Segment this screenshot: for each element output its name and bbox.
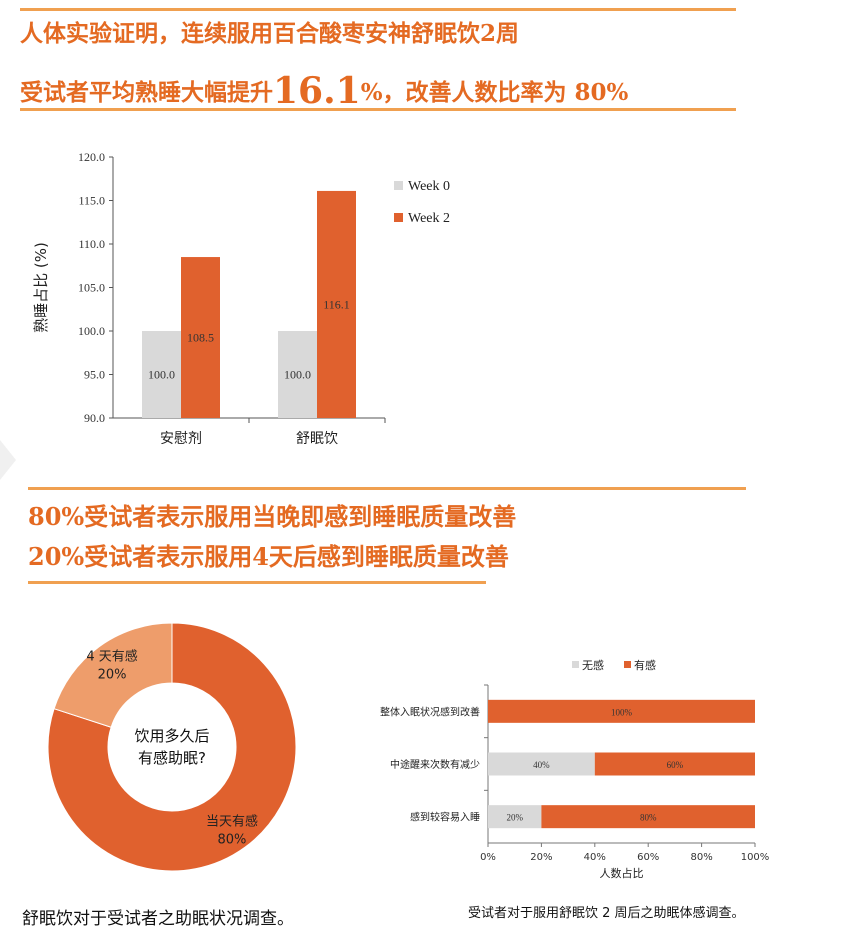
legend-label: 无感 (582, 659, 604, 672)
headline-line4: 20%受试者表示服用4天后感到睡眠质量改善 (28, 542, 509, 571)
hbar-data-label: 80% (640, 813, 657, 823)
donut-slice-label: 当天有感 (206, 814, 258, 830)
y-tick-label: 中途醒来次数有减少 (390, 758, 480, 771)
legend-swatch (572, 661, 579, 668)
x-tick-label: 0% (480, 852, 496, 863)
bar-data-label: 100.0 (148, 368, 175, 382)
y-axis-label: 熟睡占比 (%) (32, 242, 50, 333)
headline-line2: 受试者平均熟睡大幅提升16.1%，改善人数比率为 80% (20, 70, 628, 112)
bar-week-2 (317, 190, 356, 418)
y-tick-label: 感到较容易入睡 (410, 811, 480, 824)
top-rule (20, 8, 736, 11)
hbar-data-label: 20% (506, 813, 523, 823)
bar-week-0 (142, 331, 181, 418)
y-tick-label: 120.0 (78, 150, 105, 164)
decorative-arrow (0, 440, 16, 480)
y-tick-label: 90.0 (84, 411, 105, 425)
x-tick-label: 20% (530, 852, 552, 863)
y-tick-label: 115.0 (78, 194, 105, 208)
legend-swatch (624, 661, 631, 668)
donut-center-text: 饮用多久后 (134, 727, 209, 745)
bar-data-label: 108.5 (187, 331, 214, 345)
hbar-segment-yes (488, 699, 755, 723)
donut-caption: 舒眠饮对于受试者之助眠状况调查。 (22, 909, 294, 929)
hbar-data-label: 40% (533, 760, 550, 770)
sleep-ratio-bar-chart: 90.0 95.0 100.0 105.0 110.0 115.0 120.0 熟睡占比 (%… (32, 150, 450, 447)
hbar-data-label: 100% (611, 707, 633, 717)
legend-swatch (394, 181, 403, 190)
legend-swatch (394, 213, 403, 222)
legend-label: Week 0 (408, 179, 450, 194)
donut-slice-pct: 80% (218, 833, 247, 848)
donut-slice-pct: 20% (98, 667, 127, 682)
donut-slice-label: 4 天有感 (86, 648, 137, 664)
sensation-hbar-chart: 0% 20% 40% 60% 80% 100% 人数占比 整体入眠状况感到改善 100% 中途醒来… (380, 658, 770, 880)
y-tick-label: 100.0 (78, 324, 105, 338)
x-tick-label: 80% (690, 852, 712, 863)
y-tick-label: 95.0 (84, 368, 105, 382)
donut-center-text: 有感助眠? (138, 749, 206, 767)
x-tick-label: 100% (741, 852, 770, 863)
section2-top-rule (28, 487, 746, 490)
bar-data-label: 116.1 (323, 297, 350, 311)
x-tick-label: 安慰剂 (160, 430, 202, 447)
y-tick-label: 110.0 (78, 237, 105, 251)
hbar-segment-yes (594, 752, 755, 776)
hbar-segment-none (488, 752, 595, 776)
hbar-data-label: 60% (667, 760, 684, 770)
donut-slice (53, 622, 173, 728)
y-tick-label: 105.0 (78, 281, 105, 295)
donut-slice (47, 622, 297, 872)
legend-label: Week 2 (408, 211, 450, 226)
hbar-caption: 受试者对于服用舒眠饮 2 周后之助眠体感调查。 (468, 906, 745, 921)
headline-line2-big: 16.1 (273, 70, 361, 112)
bar-week-2 (181, 257, 220, 418)
headline-line3: 80%受试者表示服用当晚即感到睡眠质量改善 (28, 502, 517, 531)
headline-line2-prefix: 受试者平均熟睡大幅提升 (20, 79, 273, 106)
bar-week-0 (278, 331, 317, 418)
hbar-segment-yes (541, 805, 755, 829)
x-axis-label: 人数占比 (600, 866, 644, 880)
legend-label: 有感 (634, 658, 656, 672)
hbar-segment-none (488, 805, 542, 829)
section2-bottom-rule (28, 581, 486, 584)
headline-line2-suffix: %，改善人数比率为 80% (360, 79, 629, 106)
bar-data-label: 100.0 (284, 368, 311, 382)
x-tick-label: 60% (637, 852, 659, 863)
y-tick-label: 整体入眠状况感到改善 (380, 705, 480, 718)
x-tick-label: 舒眠饮 (296, 431, 338, 447)
headline-rule (20, 108, 736, 111)
x-tick-label: 40% (584, 852, 606, 863)
headline-line1: 人体实验证明，连续服用百合酸枣安神舒眠饮2周 (20, 20, 520, 47)
